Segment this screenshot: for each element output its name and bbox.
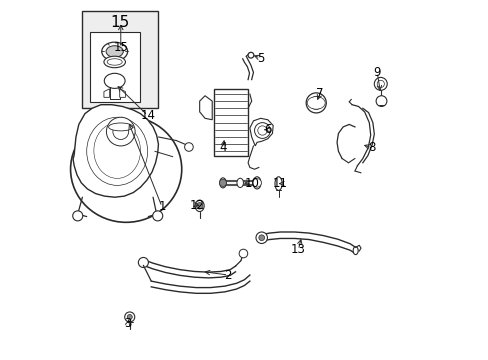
Circle shape (376, 80, 384, 87)
Ellipse shape (104, 73, 125, 88)
Circle shape (375, 96, 386, 107)
Circle shape (124, 312, 135, 322)
Text: 7: 7 (315, 87, 323, 100)
Circle shape (373, 77, 386, 90)
Text: 6: 6 (264, 123, 271, 136)
Polygon shape (73, 105, 158, 197)
Text: 13: 13 (290, 243, 305, 256)
Polygon shape (199, 96, 212, 120)
Circle shape (152, 211, 163, 221)
Circle shape (247, 52, 253, 58)
Text: 8: 8 (367, 141, 375, 154)
Text: 10: 10 (244, 177, 259, 190)
Circle shape (73, 211, 82, 221)
Circle shape (239, 249, 247, 258)
Text: 14: 14 (140, 109, 155, 122)
Ellipse shape (352, 247, 357, 255)
Ellipse shape (219, 178, 226, 188)
Text: 5: 5 (256, 51, 264, 64)
Circle shape (196, 203, 203, 209)
Text: 9: 9 (373, 66, 380, 79)
Ellipse shape (237, 178, 243, 188)
Ellipse shape (106, 46, 123, 57)
Ellipse shape (306, 96, 325, 109)
Circle shape (305, 93, 325, 113)
Circle shape (106, 117, 135, 146)
Ellipse shape (108, 123, 133, 131)
Circle shape (258, 235, 264, 240)
Ellipse shape (104, 56, 125, 68)
Polygon shape (104, 89, 109, 97)
Text: 15: 15 (113, 41, 128, 54)
Ellipse shape (195, 200, 203, 212)
Circle shape (309, 96, 322, 109)
Ellipse shape (94, 123, 140, 179)
Bar (214, 89, 247, 156)
Text: 11: 11 (272, 177, 287, 190)
Text: 4: 4 (219, 141, 226, 154)
Ellipse shape (274, 177, 282, 190)
Bar (89, 32, 140, 102)
Circle shape (113, 124, 128, 139)
Text: 2: 2 (224, 269, 232, 282)
Text: 1: 1 (158, 201, 165, 213)
Circle shape (127, 315, 132, 319)
Text: 15: 15 (110, 15, 129, 30)
Text: 3: 3 (124, 317, 131, 330)
Bar (82, 12, 158, 108)
Ellipse shape (102, 42, 127, 61)
Circle shape (138, 257, 148, 267)
Ellipse shape (70, 116, 182, 222)
Ellipse shape (107, 59, 122, 65)
Ellipse shape (86, 117, 147, 185)
Circle shape (257, 126, 266, 135)
Circle shape (252, 179, 261, 187)
Circle shape (184, 143, 193, 151)
Circle shape (219, 179, 226, 186)
Ellipse shape (253, 177, 261, 189)
Polygon shape (249, 118, 273, 146)
Circle shape (255, 232, 267, 243)
Text: 12: 12 (189, 199, 204, 212)
Polygon shape (120, 89, 125, 97)
Circle shape (254, 123, 270, 138)
